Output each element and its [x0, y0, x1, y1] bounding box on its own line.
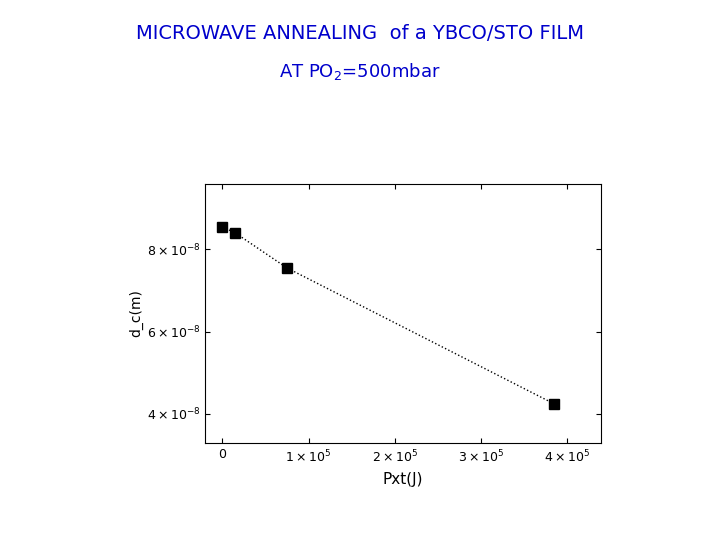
Text: MICROWAVE ANNEALING  of a YBCO/STO FILM: MICROWAVE ANNEALING of a YBCO/STO FILM	[136, 24, 584, 43]
X-axis label: Pxt(J): Pxt(J)	[383, 472, 423, 487]
Y-axis label: d_c(m): d_c(m)	[129, 289, 143, 337]
Text: AT PO$_2$=500mbar: AT PO$_2$=500mbar	[279, 61, 441, 82]
